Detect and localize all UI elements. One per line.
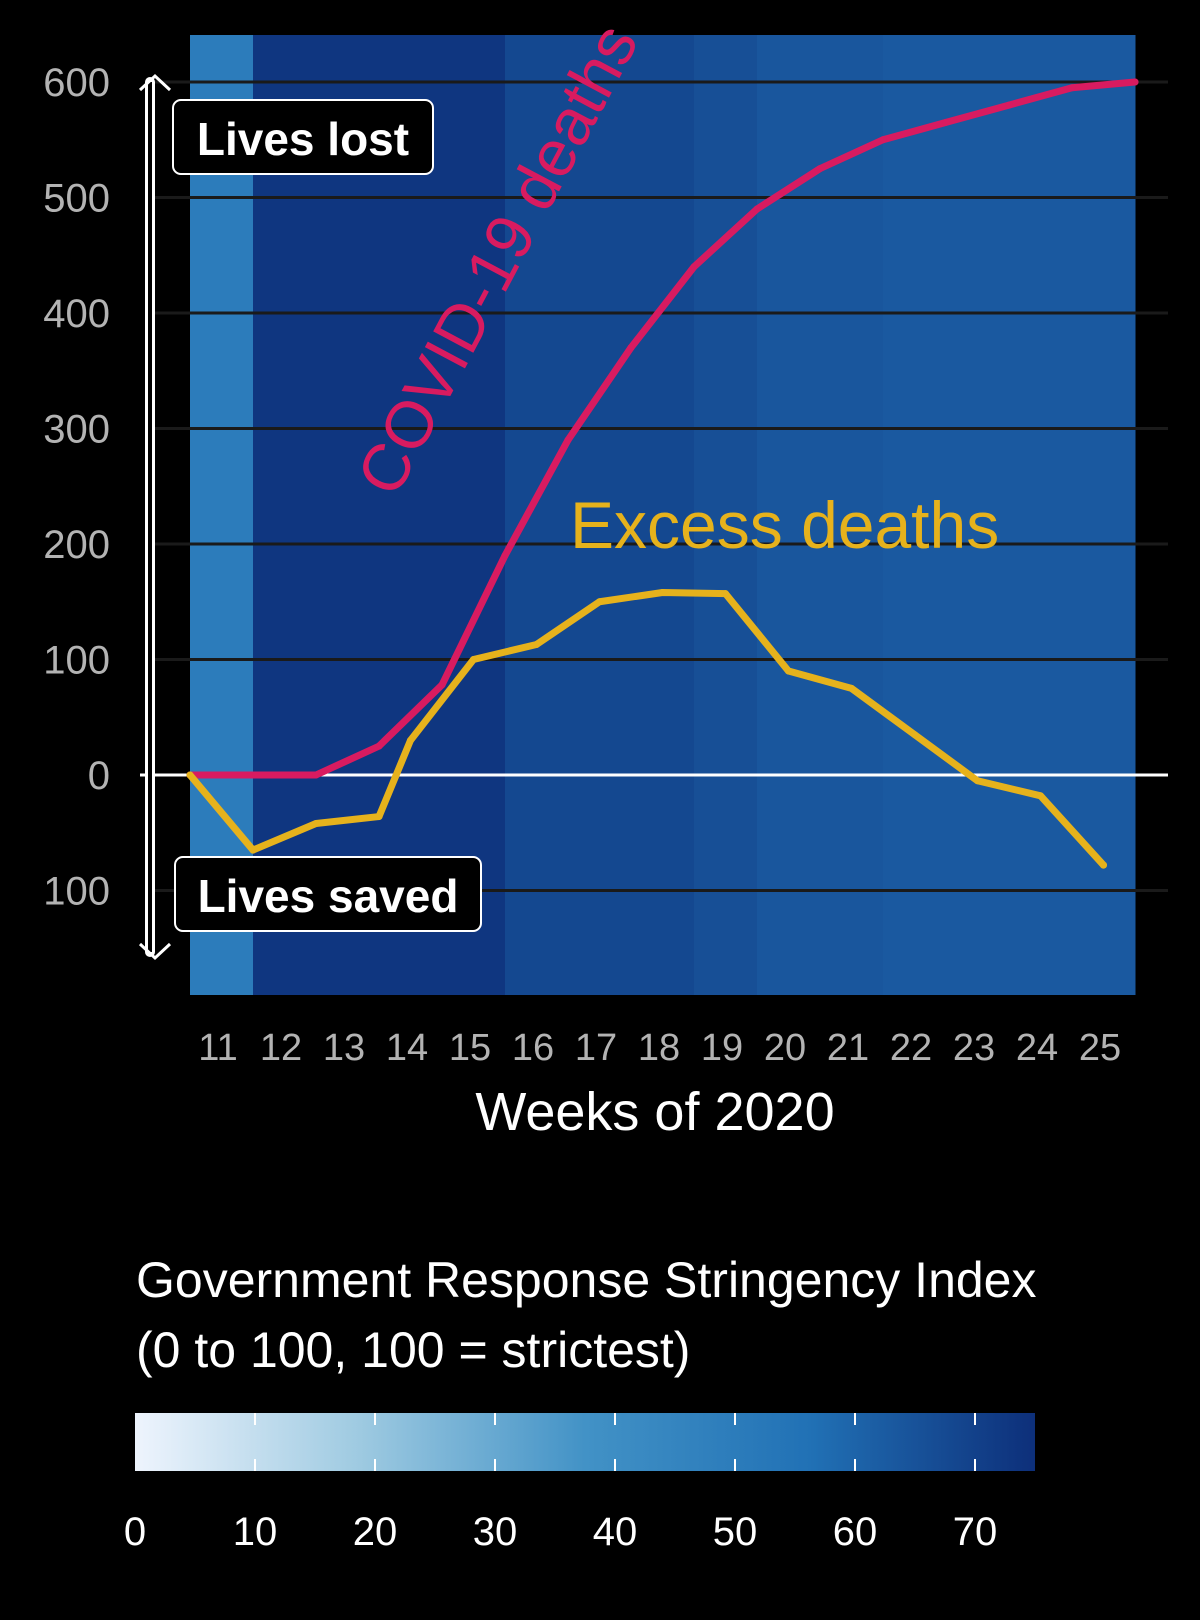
covid-deaths-point bbox=[690, 263, 698, 271]
stringency-band-week-15 bbox=[442, 35, 506, 995]
x-tick-label: 18 bbox=[638, 1027, 680, 1069]
legend-tick-label: 20 bbox=[353, 1510, 398, 1554]
excess-deaths-point bbox=[186, 771, 194, 779]
covid-deaths-point bbox=[501, 552, 509, 560]
stringency-band-week-25 bbox=[1072, 35, 1136, 995]
series-lines bbox=[186, 78, 1139, 869]
y-tick-label: 0 bbox=[88, 754, 110, 798]
stringency-band-week-23 bbox=[946, 35, 1010, 995]
stringency-band-week-12 bbox=[253, 35, 317, 995]
x-tick-label: 21 bbox=[827, 1027, 869, 1069]
stringency-band-week-17 bbox=[568, 35, 632, 995]
excess-deaths-point bbox=[533, 640, 540, 648]
covid-deaths-point bbox=[1131, 78, 1139, 86]
excess-deaths-point bbox=[659, 589, 666, 597]
covid-deaths-point bbox=[753, 205, 761, 213]
x-tick-label: 25 bbox=[1079, 1027, 1121, 1069]
x-tick-label: 13 bbox=[323, 1027, 365, 1069]
x-tick-label: 11 bbox=[198, 1027, 237, 1069]
excess-deaths-point bbox=[911, 731, 918, 739]
legend-tick-label: 50 bbox=[713, 1510, 758, 1554]
covid-deaths-point bbox=[375, 742, 383, 750]
legend-tick-label: 10 bbox=[233, 1510, 278, 1554]
covid-deaths-point bbox=[564, 436, 572, 444]
lives-saved-text: Lives saved bbox=[198, 870, 459, 922]
x-axis-title: Weeks of 2020 bbox=[475, 1082, 834, 1142]
x-tick-label: 23 bbox=[953, 1027, 995, 1069]
y-tick-label: 500 bbox=[43, 177, 110, 221]
lives-arrow bbox=[138, 73, 172, 961]
legend-tick-label: 30 bbox=[473, 1510, 518, 1554]
covid-deaths-point bbox=[312, 771, 320, 779]
y-tick-label: 600 bbox=[43, 61, 110, 105]
stringency-band-week-21 bbox=[820, 35, 884, 995]
x-tick-label: 22 bbox=[890, 1027, 932, 1069]
excess-deaths-point bbox=[375, 813, 383, 821]
x-axis-ticks: 11 12 13 14 15 16 17 18 19 20 21 22 23 24 25 bbox=[198, 1027, 1121, 1069]
stringency-bands bbox=[190, 35, 1136, 995]
stringency-band-week-16 bbox=[505, 35, 569, 995]
stringency-band-week-13 bbox=[316, 35, 380, 995]
legend-tick-label: 60 bbox=[833, 1510, 878, 1554]
legend-colorbar bbox=[135, 1413, 1035, 1471]
excess-deaths-point bbox=[249, 846, 257, 854]
lives-lost-text: Lives lost bbox=[197, 113, 409, 165]
stringency-band-week-24 bbox=[1009, 35, 1073, 995]
excess-deaths-point bbox=[596, 598, 603, 606]
y-tick-label: 100 bbox=[43, 870, 110, 914]
excess-deaths-point bbox=[470, 656, 477, 663]
stringency-band-week-19 bbox=[694, 35, 758, 995]
x-tick-label: 16 bbox=[512, 1027, 554, 1069]
covid-deaths-point bbox=[816, 165, 824, 173]
stringency-band-week-11 bbox=[190, 35, 254, 995]
legend-tick-label: 70 bbox=[953, 1510, 998, 1554]
excess-deaths-point bbox=[974, 777, 981, 785]
covid-deaths-point bbox=[879, 136, 887, 144]
x-tick-label: 15 bbox=[449, 1027, 491, 1069]
y-axis-ticks: 600 500 400 300 200 100 0 100 bbox=[43, 61, 110, 914]
x-tick-label: 19 bbox=[701, 1027, 743, 1069]
y-tick-label: 200 bbox=[43, 523, 110, 567]
excess-deaths-point bbox=[785, 667, 792, 675]
covid-deaths-point bbox=[627, 344, 635, 352]
x-tick-label: 24 bbox=[1016, 1027, 1058, 1069]
x-tick-label: 20 bbox=[764, 1027, 806, 1069]
excess-deaths-point bbox=[407, 736, 414, 744]
legend-tick-label: 40 bbox=[593, 1510, 638, 1554]
x-tick-label: 14 bbox=[386, 1027, 428, 1069]
legend-title-line2: (0 to 100, 100 = strictest) bbox=[136, 1322, 690, 1378]
covid-deaths-point bbox=[1068, 84, 1076, 92]
lives-saved-badge: Lives saved bbox=[174, 856, 482, 932]
y-tick-label: 400 bbox=[43, 292, 110, 336]
covid-deaths-point bbox=[438, 681, 446, 689]
stringency-band-week-14 bbox=[379, 35, 443, 995]
covid-deaths-point bbox=[1005, 101, 1013, 109]
y-tick-label: 100 bbox=[43, 639, 110, 683]
excess-deaths-label: Excess deaths bbox=[570, 488, 999, 562]
y-tick-label: 300 bbox=[43, 408, 110, 452]
excess-deaths-point bbox=[312, 820, 320, 828]
x-tick-label: 12 bbox=[260, 1027, 302, 1069]
excess-deaths-line bbox=[186, 589, 1107, 869]
stringency-band-week-18 bbox=[631, 35, 695, 995]
excess-deaths-point bbox=[722, 590, 729, 598]
covid-deaths-point bbox=[942, 118, 950, 126]
stringency-band-week-20 bbox=[757, 35, 821, 995]
excess-deaths-point bbox=[848, 684, 855, 692]
x-tick-label: 17 bbox=[575, 1027, 617, 1069]
lives-lost-badge: Lives lost bbox=[172, 99, 434, 175]
legend-title-line1: Government Response Stringency Index bbox=[136, 1252, 1037, 1308]
excess-deaths-point bbox=[1100, 861, 1107, 869]
stringency-band-week-22 bbox=[883, 35, 947, 995]
legend-tick-label: 0 bbox=[124, 1510, 146, 1554]
legend-ticks: 0 10 20 30 40 50 60 70 bbox=[124, 1413, 997, 1554]
excess-deaths-point bbox=[1037, 792, 1044, 800]
